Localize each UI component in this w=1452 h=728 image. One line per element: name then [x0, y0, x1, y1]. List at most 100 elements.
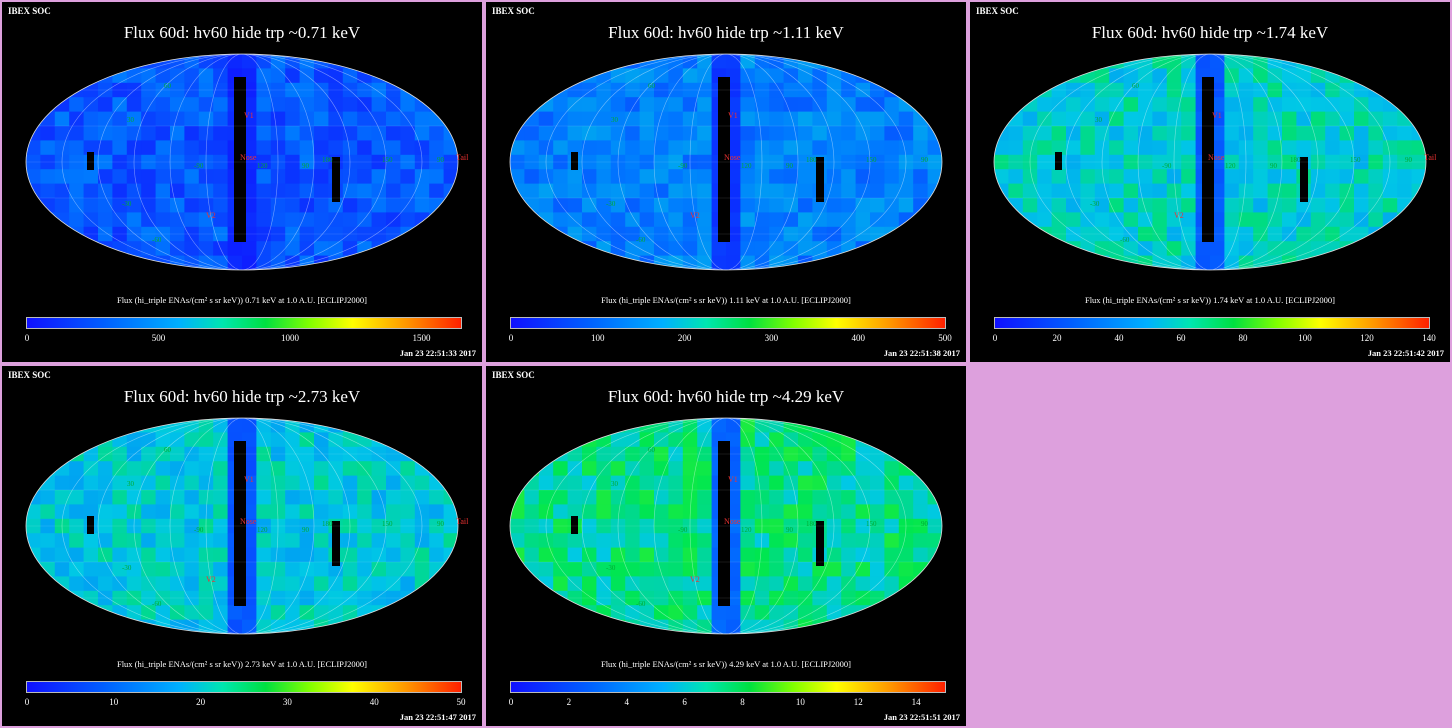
grid-label: 180: [322, 520, 333, 528]
grid-label: 60: [164, 446, 172, 454]
colorbar-tick: 400: [851, 333, 865, 343]
sky-marker-label: V2: [206, 211, 216, 220]
sky-map-panel: IBEX SOC Flux 60d: hv60 hide trp ~2.73 ke…: [2, 366, 482, 726]
colorbar-tick: 4: [624, 697, 629, 707]
panel-title: Flux 60d: hv60 hide trp ~1.11 keV: [608, 23, 844, 42]
colorbar-tick: 0: [24, 333, 30, 343]
timestamp: Jan 23 22:51:51 2017: [883, 712, 960, 722]
colorbar-tick: 0: [508, 333, 514, 343]
timestamp: Jan 23 22:51:38 2017: [883, 348, 960, 358]
grid-label: 90: [786, 162, 794, 170]
colorbar-tick: 6: [682, 697, 687, 707]
grid-label: 30: [611, 116, 619, 124]
sky-marker-label: Tail: [456, 517, 469, 526]
colorbar: [510, 317, 946, 329]
colorbar-tick: 0: [24, 697, 30, 707]
sky-map-panel: IBEX SOC Flux 60d: hv60 hide trp ~0.71 ke…: [2, 2, 482, 362]
colorbar-tick: 100: [1298, 333, 1312, 343]
colorbar-tick: 500: [938, 333, 952, 343]
sky-marker-label: V2: [1174, 211, 1184, 220]
colorbar-tick: 140: [1422, 333, 1436, 343]
grid-label: 90: [437, 520, 445, 528]
sky-marker-label: V2: [206, 575, 216, 584]
sky-marker-label: Nose: [724, 153, 741, 162]
colorbar: [994, 317, 1430, 329]
colorbar-tick: 14: [911, 697, 921, 707]
colorbar-tick: 300: [764, 333, 779, 343]
grid-label: -60: [636, 600, 646, 608]
sky-marker-label: V1: [244, 475, 254, 484]
colorbar-label: Flux (hi_triple ENAs/(cm² s sr keV)) 2.7…: [116, 659, 368, 669]
colorbar-tick: 200: [677, 333, 692, 343]
colorbar-tick: 80: [1238, 333, 1248, 343]
grid-label: 150: [382, 520, 393, 528]
grid-label: 150: [866, 156, 877, 164]
grid-label: -90: [194, 162, 204, 170]
grid-label: -30: [122, 200, 132, 208]
grid-label: 30: [611, 480, 619, 488]
grid-label: 90: [302, 526, 310, 534]
colorbar-tick: 30: [282, 697, 292, 707]
grid-label: 180: [806, 156, 817, 164]
grid-label: -60: [636, 236, 646, 244]
sky-marker-label: V2: [690, 575, 700, 584]
sky-marker-label: Nose: [724, 517, 741, 526]
sky-marker-label: Nose: [240, 153, 257, 162]
grid-label: 90: [786, 526, 794, 534]
all-sky-map: 60 30 -90 90 120 180 150 -30 -60 90 V1 V2 Nose: [509, 417, 943, 635]
sky-map-panel: IBEX SOC Flux 60d: hv60 hide trp ~1.74 ke…: [970, 2, 1450, 362]
grid-label: -60: [152, 600, 162, 608]
grid-label: 30: [127, 480, 135, 488]
colorbar-tick: 8: [740, 697, 745, 707]
grid-label: 150: [1350, 156, 1361, 164]
colorbar: [26, 681, 462, 693]
grid-label: 180: [322, 156, 333, 164]
all-sky-map: 60 30 -90 90 120 180 150 -30 -60 90 V1 V2 Nose Tail: [25, 417, 469, 635]
colorbar-label: Flux (hi_triple ENAs/(cm² s sr keV)) 4.2…: [600, 659, 852, 669]
panel-title: Flux 60d: hv60 hide trp ~2.73 keV: [123, 387, 361, 406]
sky-marker-label: Nose: [1208, 153, 1225, 162]
colorbar-tick: 2: [566, 697, 572, 707]
grid-label: -90: [194, 526, 204, 534]
grid-label: 90: [437, 156, 445, 164]
grid-label: -60: [1120, 236, 1130, 244]
colorbar-tick: 120: [1360, 333, 1374, 343]
colorbar: [510, 681, 946, 693]
colorbar-tick: 20: [1052, 333, 1062, 343]
colorbar-label: Flux (hi_triple ENAs/(cm² s sr keV)) 1.1…: [601, 295, 851, 305]
grid-label: 90: [1270, 162, 1278, 170]
grid-label: 150: [866, 520, 877, 528]
panel-title: Flux 60d: hv60 hide trp ~1.74 keV: [1091, 23, 1329, 42]
grid-label: 90: [1405, 156, 1413, 164]
sky-marker-label: V1: [728, 111, 738, 120]
grid-label: 60: [164, 82, 172, 90]
colorbar-tick: 1000: [281, 333, 300, 343]
colorbar-tick: 0: [508, 697, 514, 707]
source-label: IBEX SOC: [492, 370, 535, 380]
colorbar-label: Flux (hi_triple ENAs/(cm² s sr keV)) 0.7…: [116, 295, 368, 305]
colorbar-tick: 50: [456, 697, 466, 707]
sky-map-panel: IBEX SOC Flux 60d: hv60 hide trp ~4.29 ke…: [486, 366, 966, 726]
timestamp: Jan 23 22:51:47 2017: [399, 712, 476, 722]
colorbar-tick: 60: [1176, 333, 1186, 343]
timestamp: Jan 23 22:51:42 2017: [1367, 348, 1444, 358]
colorbar-tick: 100: [591, 333, 605, 343]
grid-label: 150: [382, 156, 393, 164]
colorbar: [26, 317, 462, 329]
grid-label: -90: [678, 526, 688, 534]
grid-label: 180: [1290, 156, 1301, 164]
grid-label: 120: [257, 526, 268, 534]
grid-label: 30: [1095, 116, 1103, 124]
sky-marker-label: V1: [244, 111, 254, 120]
grid-label: 90: [921, 156, 929, 164]
grid-label: 60: [648, 82, 656, 90]
colorbar-tick: 20: [196, 697, 206, 707]
empty-slot: [970, 366, 1452, 728]
colorbar-tick: 40: [1114, 333, 1124, 343]
all-sky-map: 60 30 -90 90 120 180 150 -30 -60 90 V1 V2 Nose Tail: [25, 53, 469, 271]
all-sky-map: 60 30 -90 90 120 180 150 -30 -60 90 V1 V2 Nose Tail: [993, 53, 1437, 271]
sky-map-panel: IBEX SOC Flux 60d: hv60 hide trp ~1.11 ke…: [486, 2, 966, 362]
grid-label: 60: [1132, 82, 1140, 90]
grid-label: 120: [1225, 162, 1236, 170]
grid-label: -60: [152, 236, 162, 244]
